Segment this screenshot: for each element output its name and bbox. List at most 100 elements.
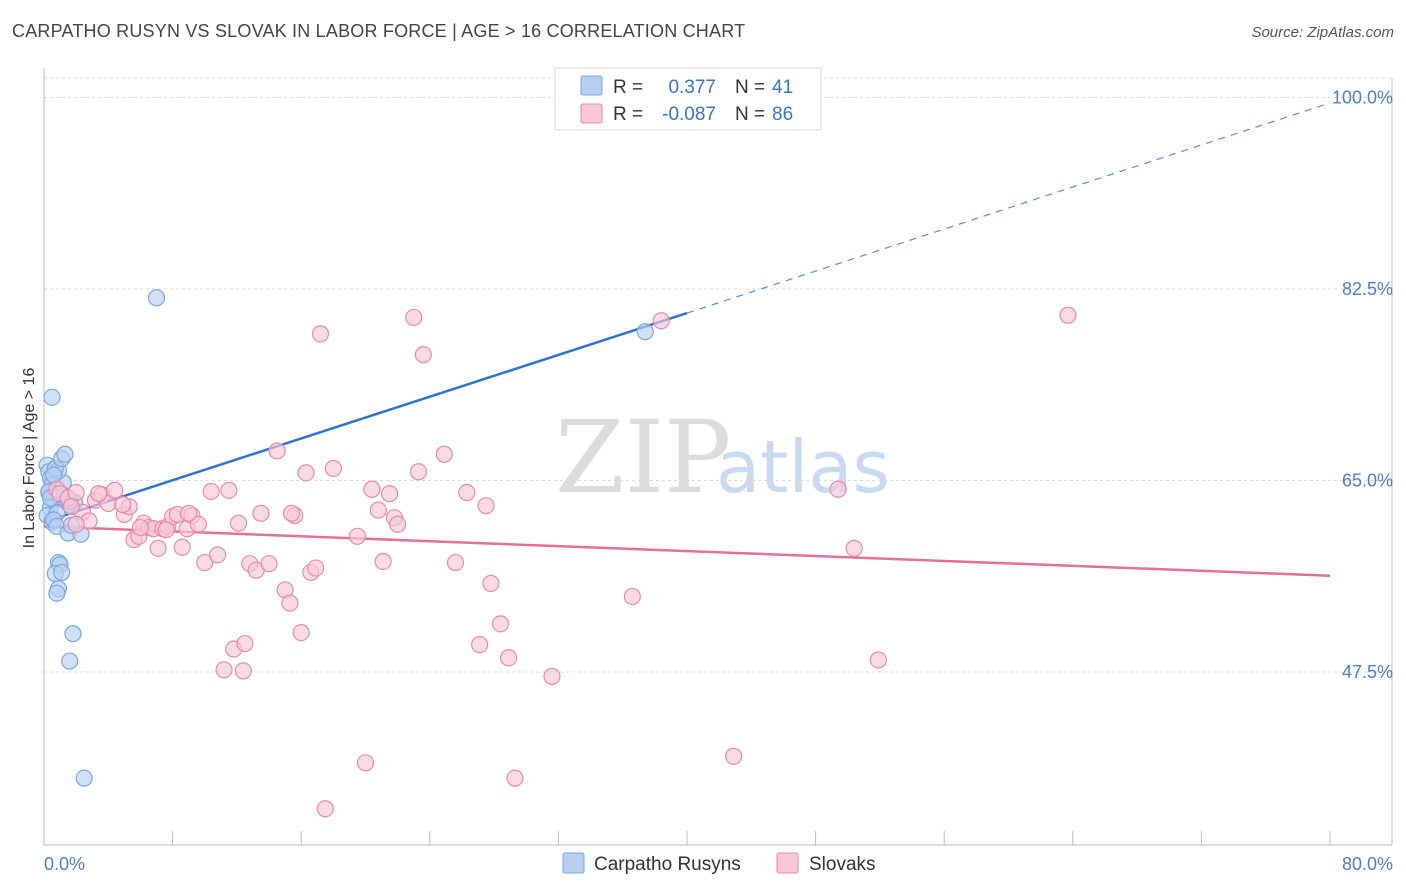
rusyn-point-32 (61, 652, 79, 670)
slovak-point-58 (409, 463, 428, 481)
slovak-point-74 (845, 539, 863, 557)
x-tick-label-1: 80.0% (1342, 854, 1393, 874)
source-label: Source: ZipAtlas.com (1251, 24, 1394, 41)
rusyn-point-33 (75, 769, 93, 787)
rusyn-point-35 (636, 323, 654, 341)
slovak-point-61 (446, 553, 465, 572)
slovak-point-59 (414, 346, 432, 364)
slovak-point-66 (491, 615, 510, 633)
rusyn-point-17 (43, 388, 61, 406)
legend-r-value-1: 0.377 (668, 77, 716, 98)
slovak-point-46 (311, 325, 330, 343)
slovak-point-43 (297, 464, 315, 482)
slovak-point-80 (234, 662, 252, 680)
rusyn-point-31 (64, 625, 82, 643)
slovak-point-28 (209, 546, 227, 564)
y-tick-label-0: 47.5% (1342, 662, 1393, 682)
slovak-point-60 (435, 445, 453, 463)
slovak-point-72 (725, 747, 743, 765)
series-legend: Carpatho Rusyns Slovaks (562, 852, 876, 875)
rusyn-point-40 (45, 466, 63, 484)
bottom-legend-rusyns: Carpatho Rusyns (594, 854, 741, 875)
legend-n-label-2: N = (735, 104, 765, 125)
slovak-point-54 (381, 485, 399, 503)
slovak-point-40 (281, 594, 299, 612)
slovak-point-42 (292, 624, 310, 642)
slovak-point-77 (114, 495, 132, 514)
slovak-point-71 (652, 312, 670, 330)
slovak-point-45 (307, 559, 325, 577)
slovak-point-32 (229, 514, 248, 532)
chart-title: CARPATHO RUSYN VS SLOVAK IN LABOR FORCE … (12, 21, 746, 41)
slovak-point-36 (252, 504, 270, 522)
slovak-point-69 (543, 667, 561, 685)
legend-n-value-2: 86 (772, 104, 793, 125)
legend-n-value-1: 41 (772, 77, 793, 98)
slovak-point-50 (356, 754, 375, 772)
slovak-point-52 (369, 501, 387, 519)
slovak-point-56 (389, 515, 407, 533)
slovak-point-75 (869, 651, 887, 669)
rusyn-trend-extension (686, 102, 1331, 314)
slovak-point-65 (482, 574, 500, 592)
slovak-point-29 (215, 661, 233, 679)
slovak-point-62 (458, 483, 476, 502)
rusyn-point-30 (48, 584, 66, 602)
legend-swatch-slovaks (580, 103, 603, 124)
slovak-point-27 (202, 482, 220, 501)
legend-n-label-1: N = (735, 77, 765, 98)
stats-legend: R = 0.377 N = 41 R = -0.087 N = 86 (554, 67, 822, 131)
trend-lines (43, 102, 1331, 577)
slovak-point-3 (67, 483, 85, 502)
slovak-point-38 (268, 442, 286, 460)
legend-r-value-2: -0.087 (662, 104, 716, 125)
slovak-point-25 (189, 515, 207, 533)
slovak-point-37 (260, 555, 278, 573)
legend-r-label-1: R = (613, 77, 643, 98)
rusyn-point-16 (56, 445, 74, 463)
y-tick-label-3: 100.0% (1332, 88, 1393, 108)
slovak-point-67 (499, 649, 518, 667)
slovak-point-48 (324, 459, 342, 478)
slovak-point-47 (316, 800, 334, 818)
slovak-point-17 (149, 539, 167, 557)
slovak-point-64 (477, 497, 495, 515)
slovak-point-78 (157, 521, 175, 539)
slovak-point-63 (471, 636, 489, 654)
slovak-point-26 (196, 553, 214, 572)
slovak-point-79 (180, 504, 198, 522)
bottom-swatch-rusyns (562, 852, 585, 874)
rusyn-point-34 (147, 289, 166, 307)
slovak-point-82 (62, 498, 80, 516)
slovak-point-83 (90, 485, 108, 503)
slovak-point-33 (236, 634, 254, 653)
rusyn-point-28 (53, 563, 71, 582)
rusyn-trend-line (43, 311, 688, 524)
slovak-point-73 (829, 480, 847, 498)
x-tick-label-0: 0.0% (44, 854, 85, 874)
slovak-point-53 (374, 552, 392, 571)
bottom-legend-slovaks: Slovaks (809, 854, 876, 875)
axes (43, 68, 1393, 846)
bottom-swatch-slovaks (776, 852, 799, 874)
slovak-point-49 (348, 527, 367, 545)
legend-r-label-2: R = (613, 104, 643, 125)
data-points (38, 289, 1077, 818)
slovak-point-76 (1059, 306, 1077, 324)
slovak-point-30 (220, 481, 238, 499)
slovak-point-68 (506, 769, 524, 787)
slovak-point-84 (131, 518, 150, 537)
grid-lines (44, 77, 1392, 673)
slovak-point-9 (106, 481, 124, 499)
slovak-trend-line (43, 525, 1331, 577)
y-tick-label-1: 65.0% (1342, 471, 1393, 491)
y-axis-title: In Labor Force | Age > 16 (21, 368, 38, 549)
tick-labels: 47.5% 65.0% 82.5% 100.0% 0.0% 80.0% (44, 88, 1393, 875)
legend-swatch-rusyns (580, 75, 603, 96)
slovak-point-51 (363, 480, 381, 498)
slovak-point-85 (67, 515, 85, 533)
y-tick-label-2: 82.5% (1342, 279, 1393, 299)
slovak-point-70 (623, 587, 641, 606)
slovak-point-22 (173, 538, 191, 556)
